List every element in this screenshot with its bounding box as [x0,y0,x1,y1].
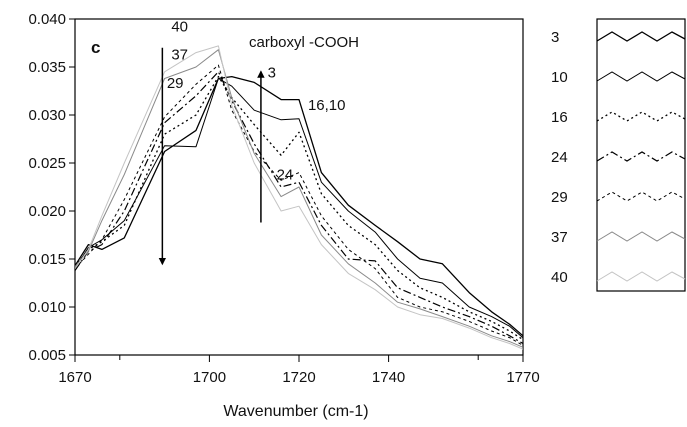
legend-label: 40 [551,269,568,286]
curve-annotation: 16,10 [308,97,346,114]
series-line-16 [75,75,523,341]
legend-label: 10 [551,69,568,86]
legend-label: 16 [551,109,568,126]
series-line-10 [75,78,523,339]
x-tick-label: 1670 [58,369,91,386]
series-line-29 [75,64,523,346]
arrow-layer [158,47,265,266]
x-tick-label: 1700 [193,369,226,386]
y-tick-label: 0.025 [28,155,66,172]
curve-annotation: 24 [277,166,294,183]
y-tick-label: 0.040 [28,11,66,28]
x-axis-label: Wavenumber (cm-1) [223,403,368,420]
legend-label: 37 [551,229,568,246]
x-axis: 1670 1700 1720 1740 1770 [58,355,540,386]
y-tick-label: 0.010 [28,299,66,316]
y-axis: 0.005 0.010 0.015 0.020 0.025 0.030 0.035 0.040 [28,11,75,364]
legend-swatch-3 [596,31,686,42]
curve-annotation: 40 [171,18,188,35]
legend-label: 29 [551,189,568,206]
curve-annotation: 29 [167,75,184,92]
legend-swatch-24 [596,151,686,162]
y-tick-label: 0.030 [28,107,66,124]
series-line-3 [75,75,523,337]
y-tick-label: 0.015 [28,251,66,268]
y-tick-label: 0.035 [28,59,66,76]
legend-swatch-40 [596,271,686,282]
series-layer [75,45,523,350]
legend-label: 24 [551,149,568,166]
curve-annotation: 3 [268,65,276,82]
legend: 3 10 16 24 29 37 40 [551,29,686,286]
curve-annotation: 37 [171,46,188,63]
x-tick-label: 1770 [506,369,539,386]
chart-title: carboxyl -COOH [249,34,359,51]
series-line-37 [75,49,523,348]
legend-swatch-37 [596,231,686,242]
x-tick-label: 1720 [282,369,315,386]
y-tick-label: 0.005 [28,347,66,364]
annotation-layer: 40 37 29 3 16,10 24 [167,18,346,183]
legend-label: 3 [551,29,559,46]
panel-letter: c [91,38,100,57]
series-line-40 [75,45,523,350]
y-tick-label: 0.020 [28,203,66,220]
legend-box [596,18,686,292]
x-tick-label: 1740 [372,369,405,386]
legend-swatch-10 [596,71,686,82]
